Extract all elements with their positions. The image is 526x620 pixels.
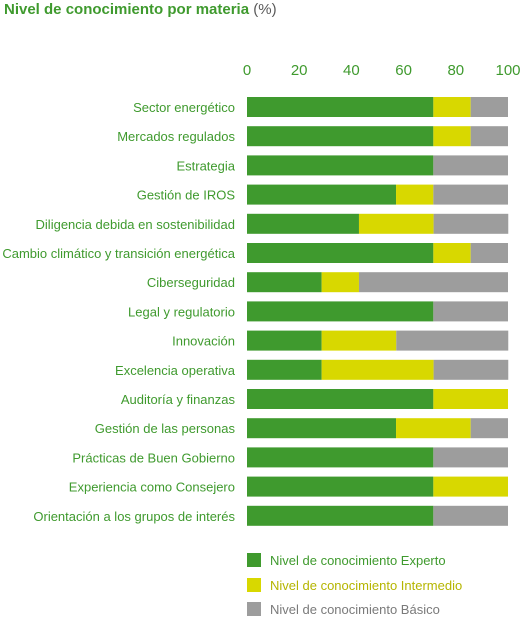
bar-segment: [247, 389, 434, 409]
category-label: Innovación: [172, 334, 235, 349]
x-tick-label: 80: [447, 62, 464, 79]
bar-segment: [247, 272, 322, 293]
bar-segment: [358, 213, 434, 234]
bar-segment: [247, 359, 322, 380]
bar-segment: [470, 126, 508, 147]
legend-swatch: [247, 602, 261, 616]
legend-swatch: [247, 553, 261, 567]
bar-segment: [470, 243, 508, 263]
bar-segment: [433, 389, 508, 409]
bar-segment: [247, 418, 397, 439]
x-tick-label: 20: [291, 62, 308, 79]
bar-segment: [433, 505, 508, 526]
bar-segment: [247, 213, 359, 234]
category-label: Gestión de las personas: [95, 421, 236, 436]
bar-segment: [433, 213, 509, 234]
x-tick-label: 60: [395, 62, 412, 79]
category-label: Ciberseguridad: [147, 275, 235, 290]
legend-swatch: [247, 578, 261, 592]
bar-segment: [433, 447, 508, 468]
bar-segment: [358, 272, 508, 293]
bar-segment: [247, 476, 434, 497]
category-label: Orientación a los grupos de interés: [33, 509, 235, 524]
bar-segment: [433, 155, 508, 176]
category-label: Gestión de IROS: [137, 188, 236, 203]
legend-label: Nivel de conocimiento Intermedio: [270, 578, 462, 593]
bar-segment: [247, 447, 434, 468]
bar-segment: [433, 97, 471, 117]
bar-segment: [247, 126, 434, 147]
chart-title-text: Nivel de conocimiento por materia: [4, 1, 250, 18]
legend-label: Nivel de conocimiento Básico: [270, 602, 440, 617]
bar-segment: [321, 330, 397, 351]
bar-segment: [396, 418, 471, 439]
bar-segment: [433, 243, 471, 263]
category-label: Mercados regulados: [117, 129, 235, 144]
category-label: Diligencia debida en sostenibilidad: [36, 217, 235, 232]
category-label: Estrategia: [176, 158, 235, 173]
bar-segment: [247, 184, 397, 205]
category-label: Legal y regulatorio: [128, 304, 235, 319]
bar-segment: [396, 184, 434, 205]
bar-segment: [433, 476, 508, 497]
bar-segment: [247, 505, 434, 526]
bar-segment: [433, 301, 508, 322]
x-tick-label: 100: [495, 62, 520, 79]
bar-segment: [470, 418, 508, 439]
bar-segment: [470, 97, 508, 117]
bar-segment: [247, 330, 322, 351]
bar-segment: [321, 359, 434, 380]
bar-segment: [433, 359, 509, 380]
category-label: Auditoría y finanzas: [121, 392, 236, 407]
category-label: Prácticas de Buen Gobierno: [72, 450, 235, 465]
bar-segment: [396, 330, 509, 351]
legend-label: Nivel de conocimiento Experto: [270, 553, 446, 568]
chart-title: Nivel de conocimiento por materia (%): [4, 1, 277, 18]
bar-segment: [247, 243, 434, 263]
bar-segment: [247, 97, 434, 117]
category-label: Cambio climático y transición energética: [2, 246, 235, 261]
category-label: Experiencia como Consejero: [69, 480, 235, 495]
x-tick-label: 0: [243, 62, 251, 79]
category-label: Sector energético: [133, 100, 235, 115]
bar-segment: [321, 272, 359, 293]
bar-segment: [247, 301, 434, 322]
x-tick-label: 40: [343, 62, 360, 79]
bar-segment: [433, 126, 471, 147]
chart-title-unit: (%): [253, 1, 277, 18]
bar-segment: [247, 155, 434, 176]
bar-segment: [433, 184, 508, 205]
category-label: Excelencia operativa: [115, 363, 236, 378]
